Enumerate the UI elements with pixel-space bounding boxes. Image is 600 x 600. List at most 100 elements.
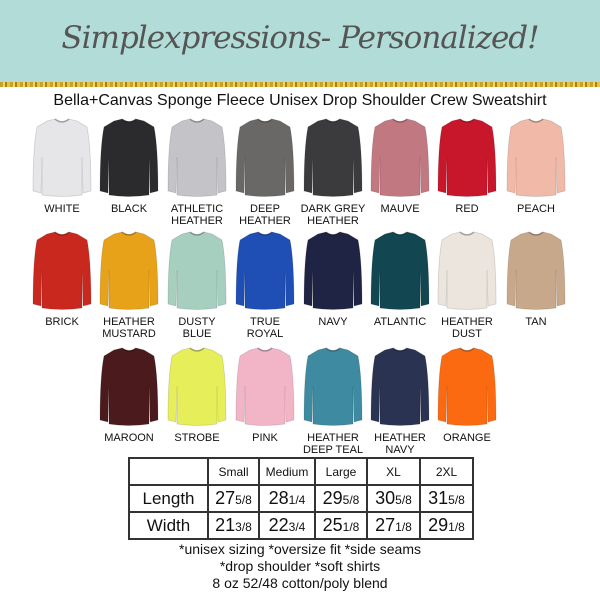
size-header-row: Small Medium Large XL 2XL (128, 457, 474, 486)
sweatshirt-icon (437, 347, 497, 426)
size-value: 275/8 (207, 484, 260, 513)
size-fraction: 5/8 (235, 493, 252, 507)
color-swatch-dark-grey-heather: DARK GREY HEATHER (300, 117, 366, 227)
color-label: ATHLETIC HEATHER (170, 203, 224, 227)
color-swatch-navy: NAVY (300, 230, 366, 328)
color-swatch-orange: ORANGE (434, 346, 500, 444)
size-value: 271/8 (366, 511, 421, 540)
color-swatch-heather-deep-teal: HEATHER DEEP TEAL (300, 346, 366, 456)
color-label: DEEP HEATHER (239, 203, 291, 227)
sweatshirt-icon (99, 347, 159, 426)
color-swatch-true-royal: TRUE ROYAL (232, 230, 298, 340)
color-label: HEATHER MUSTARD (102, 316, 156, 340)
color-label: WHITE (44, 203, 80, 215)
size-fraction: 1/8 (395, 520, 412, 534)
color-label: PINK (252, 432, 278, 444)
size-value: 251/8 (314, 511, 368, 540)
color-label: TRUE ROYAL (246, 316, 284, 340)
size-fraction: 1/8 (448, 520, 465, 534)
size-fraction: 5/8 (342, 493, 360, 507)
sweatshirt-icon (506, 231, 566, 310)
note-line: 8 oz 52/48 cotton/poly blend (212, 575, 388, 591)
sweatshirt-icon (370, 347, 430, 426)
size-whole: 21 (215, 515, 236, 535)
sweatshirt-icon (370, 231, 430, 310)
size-header-cell: Large (314, 457, 368, 486)
size-value: 223/4 (258, 511, 316, 540)
color-swatch-strobe: STROBE (164, 346, 230, 444)
sweatshirt-icon (437, 231, 497, 310)
color-swatch-dusty-blue: DUSTY BLUE (164, 230, 230, 340)
color-swatch-peach: PEACH (503, 117, 569, 215)
color-swatch-tan: TAN (503, 230, 569, 328)
size-header-cell: XL (366, 457, 421, 486)
color-label: BRICK (45, 316, 79, 328)
row-label: Length (128, 484, 209, 513)
color-swatch-brick: BRICK (29, 230, 95, 328)
sweatshirt-icon (167, 347, 227, 426)
color-swatch-red: RED (434, 117, 500, 215)
size-fraction: 5/8 (395, 493, 412, 507)
color-label: STROBE (174, 432, 220, 444)
size-whole: 30 (375, 488, 396, 508)
color-swatch-heather-navy: HEATHER NAVY (367, 346, 433, 456)
size-whole: 31 (428, 488, 449, 508)
sweatshirt-icon (303, 118, 363, 197)
color-swatch-pink: PINK (232, 346, 298, 444)
color-label: DUSTY BLUE (178, 316, 216, 340)
sweatshirt-icon (167, 231, 227, 310)
color-swatch-mauve: MAUVE (367, 117, 433, 215)
color-swatch-athletic-heather: ATHLETIC HEATHER (164, 117, 230, 227)
size-whole: 22 (268, 515, 289, 535)
color-label: MAROON (104, 432, 154, 444)
size-value: 295/8 (314, 484, 368, 513)
sweatshirt-icon (506, 118, 566, 197)
size-fraction: 1/8 (342, 520, 360, 534)
size-header-cell: Medium (258, 457, 316, 486)
size-whole: 28 (268, 488, 289, 508)
color-label: ORANGE (443, 432, 491, 444)
size-fraction: 3/4 (288, 520, 306, 534)
sweatshirt-icon (32, 231, 92, 310)
size-whole: 27 (375, 515, 396, 535)
color-label: NAVY (318, 316, 348, 328)
sweatshirt-icon (235, 118, 295, 197)
color-label: HEATHER DEEP TEAL (302, 432, 364, 456)
size-value: 305/8 (366, 484, 421, 513)
color-swatch-maroon: MAROON (96, 346, 162, 444)
row-label: Width (128, 511, 209, 540)
size-fraction: 5/8 (448, 493, 465, 507)
size-fraction: 3/8 (235, 520, 252, 534)
size-whole: 29 (322, 488, 343, 508)
size-value: 213/8 (207, 511, 260, 540)
sweatshirt-icon (303, 347, 363, 426)
sweatshirt-icon (437, 118, 497, 197)
size-value: 291/8 (419, 511, 474, 540)
size-header-cell: 2XL (419, 457, 474, 486)
size-fraction: 1/4 (288, 493, 306, 507)
color-label: BLACK (110, 203, 148, 215)
note-line: *unisex sizing *oversize fit *side seams (179, 541, 421, 557)
color-label: MAUVE (380, 203, 420, 215)
sweatshirt-icon (99, 231, 159, 310)
color-label: RED (455, 203, 479, 215)
color-label: HEATHER DUST (441, 316, 493, 340)
header-banner: Simplexpressions- Personalized! (0, 0, 600, 82)
product-title: Bella+Canvas Sponge Fleece Unisex Drop S… (53, 92, 547, 109)
size-value: 315/8 (419, 484, 474, 513)
size-header-cell (128, 457, 209, 486)
size-whole: 27 (215, 488, 236, 508)
sweatshirt-icon (235, 347, 295, 426)
color-swatch-heather-mustard: HEATHER MUSTARD (96, 230, 162, 340)
size-table: Small Medium Large XL 2XL Length 275/8 281… (128, 457, 474, 540)
color-swatch-black: BLACK (96, 117, 162, 215)
color-swatch-deep-heather: DEEP HEATHER (232, 117, 298, 227)
size-whole: 29 (428, 515, 449, 535)
brand-title: Simplexpressions- Personalized! (61, 20, 539, 56)
sweatshirt-icon (32, 118, 92, 197)
color-label: PEACH (517, 203, 555, 215)
size-whole: 25 (322, 515, 343, 535)
width-row: Width 213/8 223/4 251/8 271/8 291/8 (128, 511, 474, 540)
sweatshirt-icon (370, 118, 430, 197)
product-notes: *unisex sizing *oversize fit *side seams… (0, 541, 600, 592)
